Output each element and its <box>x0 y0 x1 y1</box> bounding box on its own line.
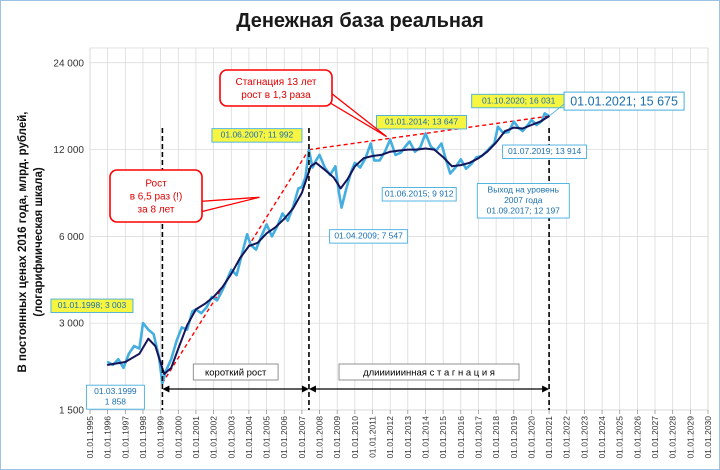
y-axis-label: В постоянных ценах 2016 года, млрд. рубл… <box>4 92 64 392</box>
y-axis-label-line-2: (логарифмическая шкала) <box>33 167 45 317</box>
y-axis-label-line-1: В постоянных ценах 2016 года, млрд. рубл… <box>17 112 29 373</box>
chart-title: Денежная база реальная <box>236 10 484 32</box>
